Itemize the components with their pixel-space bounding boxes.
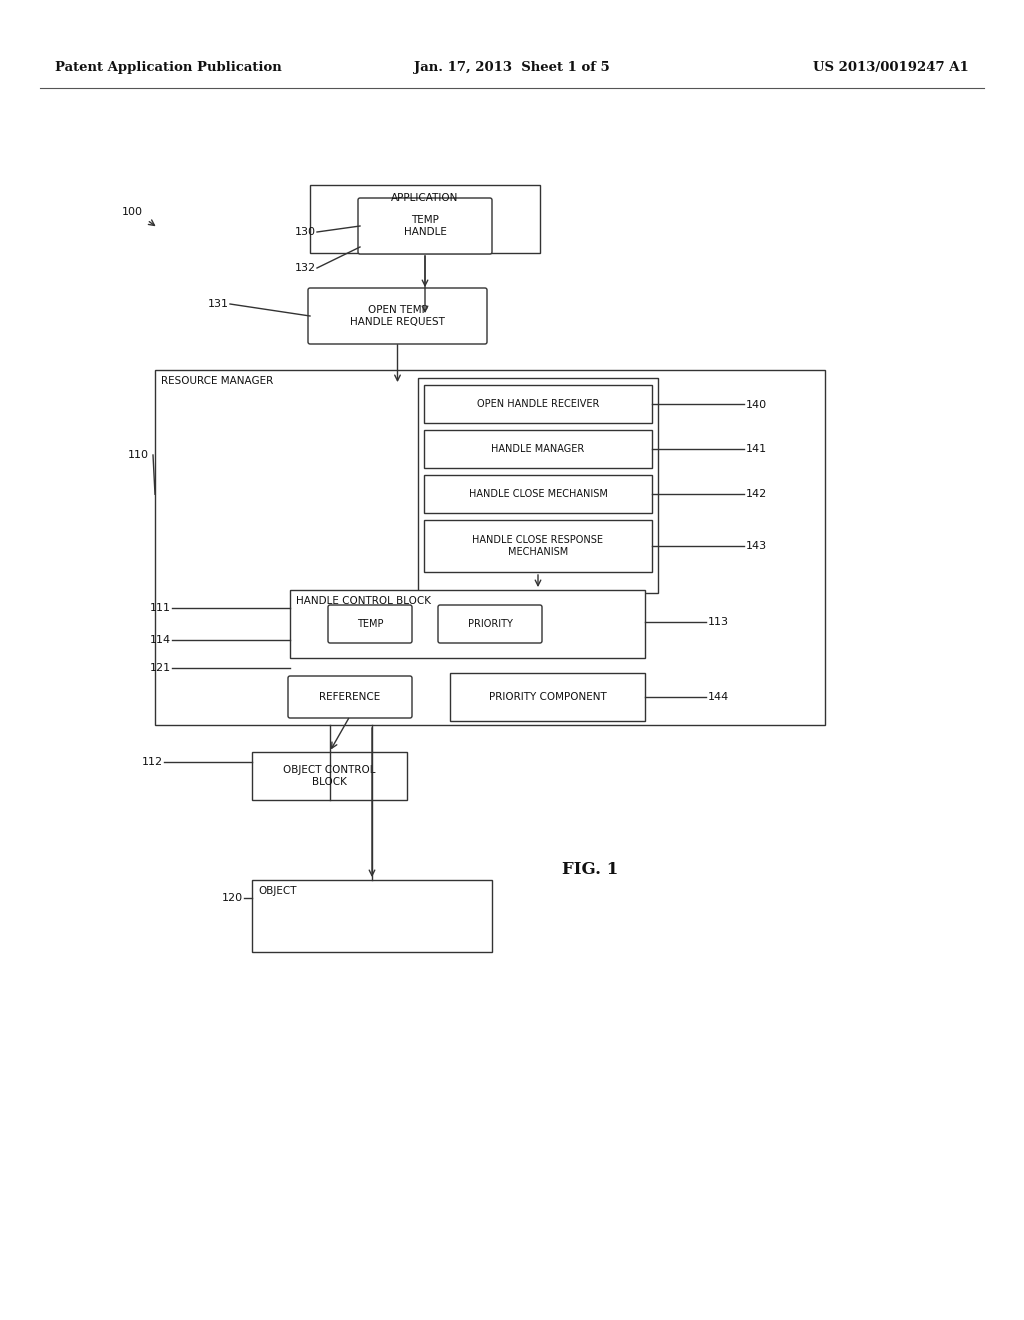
Bar [424,385,652,422]
Text: US 2013/0019247 A1: US 2013/0019247 A1 [813,62,969,74]
Text: TEMP: TEMP [356,619,383,630]
Text: FIG. 1: FIG. 1 [562,862,618,879]
Bar [424,520,652,572]
Bar [424,430,652,469]
Text: 142: 142 [745,488,767,499]
Text: HANDLE CLOSE MECHANISM: HANDLE CLOSE MECHANISM [469,488,607,499]
Text: 141: 141 [745,444,767,454]
Text: 143: 143 [745,541,767,550]
Bar [424,475,652,513]
FancyBboxPatch shape [438,605,542,643]
Bar [290,590,645,657]
Text: 113: 113 [708,616,728,627]
Bar [252,752,407,800]
Text: OBJECT CONTROL
BLOCK: OBJECT CONTROL BLOCK [284,766,376,787]
Text: 140: 140 [745,400,767,411]
Text: APPLICATION: APPLICATION [391,193,459,203]
Bar [252,880,492,952]
Text: 110: 110 [128,450,148,459]
Text: PRIORITY: PRIORITY [468,619,512,630]
Text: 100: 100 [122,207,142,216]
FancyBboxPatch shape [288,676,412,718]
FancyBboxPatch shape [328,605,412,643]
Text: TEMP
HANDLE: TEMP HANDLE [403,215,446,236]
Text: 120: 120 [221,894,243,903]
Text: 111: 111 [150,603,171,612]
Text: HANDLE MANAGER: HANDLE MANAGER [492,444,585,454]
Text: OPEN HANDLE RECEIVER: OPEN HANDLE RECEIVER [477,399,599,409]
FancyBboxPatch shape [358,198,492,253]
Text: REFERENCE: REFERENCE [319,692,381,702]
Text: HANDLE CLOSE RESPONSE
MECHANISM: HANDLE CLOSE RESPONSE MECHANISM [472,535,603,557]
Text: 132: 132 [295,263,315,273]
Text: 130: 130 [295,227,315,238]
Text: Patent Application Publication: Patent Application Publication [55,62,282,74]
Bar [450,673,645,721]
Text: Jan. 17, 2013  Sheet 1 of 5: Jan. 17, 2013 Sheet 1 of 5 [414,62,610,74]
Bar [155,370,825,725]
Text: RESOURCE MANAGER: RESOURCE MANAGER [161,376,273,385]
Text: 114: 114 [150,635,171,645]
Text: 131: 131 [208,300,228,309]
FancyBboxPatch shape [308,288,487,345]
Text: OPEN TEMP
HANDLE REQUEST: OPEN TEMP HANDLE REQUEST [350,305,445,327]
Text: 144: 144 [708,692,729,702]
Text: PRIORITY COMPONENT: PRIORITY COMPONENT [488,692,606,702]
Text: 112: 112 [141,756,163,767]
Text: OBJECT: OBJECT [258,886,297,896]
Bar [310,185,540,253]
Bar [418,378,658,593]
Text: 121: 121 [150,663,171,673]
Text: HANDLE CONTROL BLOCK: HANDLE CONTROL BLOCK [296,597,431,606]
